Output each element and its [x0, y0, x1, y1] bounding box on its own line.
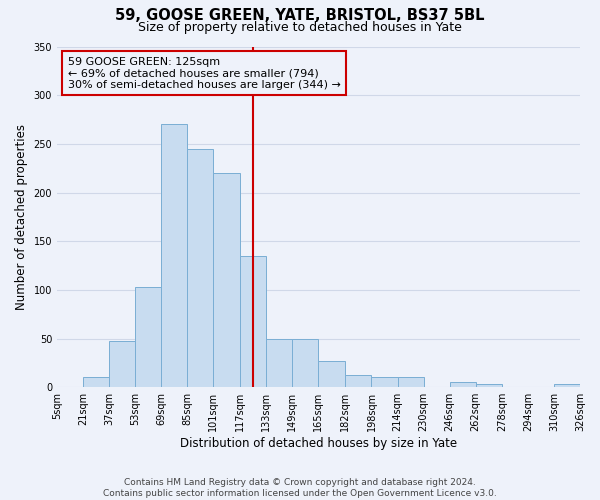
Bar	[109, 342, 135, 387]
Bar	[371, 378, 398, 387]
Bar	[346, 374, 371, 387]
Bar	[83, 378, 109, 387]
Text: Size of property relative to detached houses in Yate: Size of property relative to detached ho…	[138, 21, 462, 34]
Bar	[214, 173, 239, 387]
Bar	[239, 256, 266, 387]
Bar	[161, 124, 187, 387]
Text: Contains HM Land Registry data © Crown copyright and database right 2024.
Contai: Contains HM Land Registry data © Crown c…	[103, 478, 497, 498]
Bar	[398, 378, 424, 387]
X-axis label: Distribution of detached houses by size in Yate: Distribution of detached houses by size …	[180, 437, 457, 450]
Text: 59, GOOSE GREEN, YATE, BRISTOL, BS37 5BL: 59, GOOSE GREEN, YATE, BRISTOL, BS37 5BL	[115, 8, 485, 22]
Bar	[292, 338, 318, 387]
Bar	[476, 384, 502, 387]
Bar	[449, 382, 476, 387]
Bar	[554, 384, 580, 387]
Text: 59 GOOSE GREEN: 125sqm
← 69% of detached houses are smaller (794)
30% of semi-de: 59 GOOSE GREEN: 125sqm ← 69% of detached…	[68, 56, 340, 90]
Bar	[318, 361, 346, 387]
Y-axis label: Number of detached properties: Number of detached properties	[15, 124, 28, 310]
Bar	[135, 287, 161, 387]
Bar	[266, 338, 292, 387]
Bar	[187, 148, 214, 387]
